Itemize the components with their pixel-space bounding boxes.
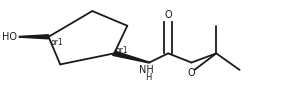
- Text: O: O: [164, 10, 172, 20]
- Polygon shape: [113, 51, 150, 63]
- Text: HO: HO: [2, 32, 17, 42]
- Text: O: O: [188, 68, 195, 78]
- Text: or1: or1: [116, 46, 128, 55]
- Text: NH: NH: [139, 65, 154, 75]
- Polygon shape: [19, 35, 49, 39]
- Text: H: H: [145, 73, 152, 82]
- Text: or1: or1: [51, 38, 63, 47]
